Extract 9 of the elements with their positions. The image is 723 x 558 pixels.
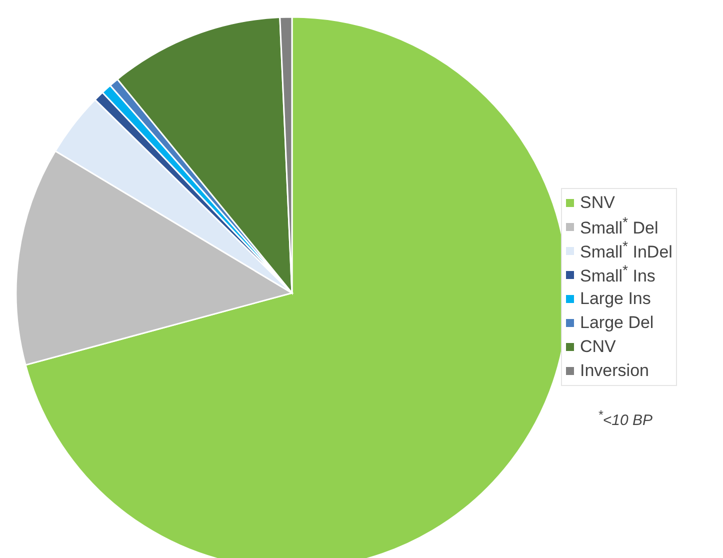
legend-label: Large Ins xyxy=(580,289,651,309)
text: $^{*}$<10 BP xyxy=(598,408,652,429)
legend-label: SNV xyxy=(580,193,615,213)
legend-label: Large Del xyxy=(580,313,654,333)
legend-label: CNV xyxy=(580,337,616,357)
legend-label: Inversion xyxy=(580,361,649,381)
legend-label: Small$^{*}$ Ins xyxy=(580,263,656,287)
legend-label: Small$^{*}$ InDel xyxy=(580,239,672,263)
legend-label: Small$^{*}$ Del xyxy=(580,215,658,239)
